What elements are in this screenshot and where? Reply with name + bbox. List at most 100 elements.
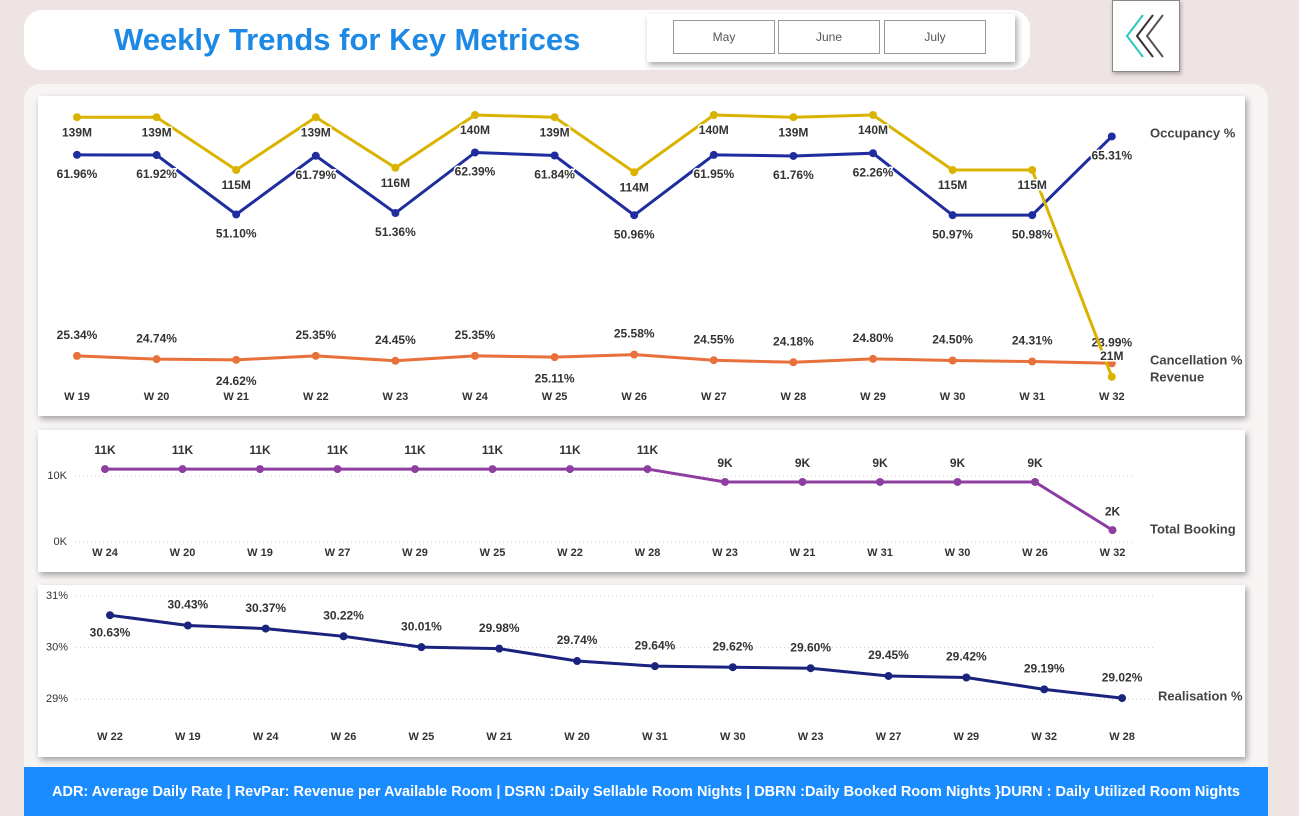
filter-button[interactable]: July: [884, 20, 986, 54]
series-label: Cancellation %: [1150, 352, 1243, 367]
x-tick-label: W 29: [860, 391, 886, 403]
data-label: 21M: [1100, 349, 1123, 363]
data-label: 115M: [222, 178, 251, 192]
x-tick-label: W 29: [954, 731, 980, 743]
x-tick-label: W 32: [1099, 391, 1125, 403]
back-icon: [1125, 14, 1164, 58]
x-tick-label: W 26: [1022, 547, 1048, 559]
series-label: Realisation %: [1158, 688, 1243, 703]
back-button[interactable]: [1112, 0, 1180, 72]
x-tick-label: W 23: [798, 731, 824, 743]
data-point: [152, 355, 161, 364]
data-point: [488, 465, 497, 474]
data-point: [256, 465, 264, 474]
data-point: [550, 113, 559, 122]
series-line: [77, 113, 1114, 378]
data-point: [962, 673, 971, 682]
series-line: [76, 135, 1113, 218]
data-label: 61.84%: [534, 168, 575, 182]
data-point: [232, 166, 241, 174]
data-point: [948, 166, 957, 174]
data-label: 30.63%: [90, 625, 131, 639]
data-point: [789, 358, 798, 367]
x-tick-label: W 22: [97, 731, 123, 743]
data-point: [869, 111, 877, 119]
data-point: [311, 151, 320, 160]
filter-button[interactable]: May: [673, 20, 775, 54]
data-label: 51.36%: [375, 225, 416, 239]
data-label: 29.98%: [479, 621, 520, 635]
x-tick-label: W 26: [331, 731, 357, 743]
x-tick-label: W 25: [480, 547, 506, 559]
data-point: [709, 356, 718, 365]
data-label: 24.45%: [375, 333, 416, 347]
x-tick-label: W 28: [635, 547, 661, 559]
filter-button[interactable]: June: [778, 20, 880, 54]
data-label: 50.97%: [932, 227, 973, 241]
x-tick-label: W 19: [247, 547, 273, 559]
month-filter: May June July: [647, 14, 1015, 62]
data-label: 29.64%: [635, 638, 676, 652]
data-point: [1118, 694, 1127, 703]
data-label: 140M: [699, 123, 729, 137]
data-label: 61.79%: [295, 168, 336, 182]
x-tick-label: W 21: [790, 547, 816, 559]
data-label: 24.31%: [1012, 334, 1053, 348]
data-label: 9K: [950, 456, 966, 470]
data-point: [183, 621, 192, 630]
data-label: 9K: [872, 456, 888, 470]
x-tick-label: W 30: [940, 391, 966, 403]
y-tick-label: 10K: [47, 470, 67, 482]
x-tick-label: W 19: [175, 731, 201, 743]
data-point: [391, 209, 400, 218]
data-label: 30.37%: [245, 601, 286, 615]
x-tick-label: W 19: [64, 391, 90, 403]
data-point: [471, 351, 479, 360]
x-tick-label: W 27: [701, 391, 727, 403]
data-point: [869, 149, 877, 158]
series-label: Occupancy %: [1150, 125, 1236, 140]
data-label: 51.10%: [216, 227, 257, 241]
data-point: [573, 657, 582, 666]
data-label: 11K: [172, 443, 194, 457]
data-point: [709, 111, 718, 119]
data-label: 25.58%: [614, 327, 655, 341]
x-tick-label: W 20: [564, 731, 590, 743]
data-point: [806, 664, 815, 673]
x-tick-label: W 27: [325, 547, 351, 559]
data-label: 30.22%: [323, 608, 364, 622]
data-point: [630, 211, 639, 220]
data-point: [417, 643, 426, 652]
data-point: [566, 465, 574, 474]
data-label: 25.35%: [295, 328, 336, 342]
x-tick-label: W 24: [462, 391, 489, 403]
data-label: 139M: [540, 125, 570, 139]
x-tick-label: W 28: [1109, 731, 1135, 743]
data-point: [650, 662, 659, 671]
data-label: 25.35%: [455, 328, 496, 342]
x-tick-label: W 30: [945, 547, 971, 559]
data-label: 61.95%: [693, 167, 734, 181]
data-point: [550, 151, 559, 160]
data-point: [1107, 372, 1116, 381]
x-tick-label: W 28: [781, 391, 807, 403]
page-title: Weekly Trends for Key Metrices: [114, 22, 581, 57]
data-label: 29.60%: [790, 640, 831, 654]
data-point: [471, 148, 479, 157]
x-tick-label: W 29: [402, 547, 428, 559]
data-label: 29.62%: [712, 639, 753, 653]
data-point: [630, 168, 639, 177]
x-tick-label: W 24: [92, 547, 119, 559]
data-label: 24.55%: [693, 332, 734, 346]
y-tick-label: 31%: [46, 590, 68, 602]
data-point: [1031, 477, 1039, 486]
data-label: 9K: [795, 456, 811, 470]
data-point: [73, 113, 81, 122]
data-label: 61.76%: [773, 168, 814, 182]
data-label: 139M: [142, 125, 172, 139]
x-tick-label: W 21: [223, 391, 249, 403]
data-point: [1028, 211, 1037, 220]
data-label: 11K: [482, 443, 504, 457]
x-tick-label: W 31: [867, 547, 893, 559]
